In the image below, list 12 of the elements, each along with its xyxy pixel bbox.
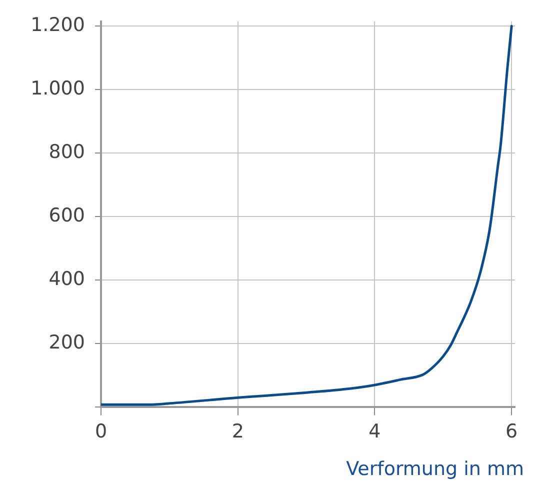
x-tick-label: 4 [368, 420, 381, 443]
y-tick-label: 1.200 [30, 14, 85, 36]
y-tick-label: 600 [48, 204, 85, 227]
y-tick-label: 400 [48, 268, 85, 290]
y-tick-label: 800 [48, 141, 85, 164]
line-series [101, 24, 513, 406]
x-tick-label: 0 [94, 420, 108, 443]
x-tick-label: 6 [506, 420, 518, 443]
x-axis-title: Verformung in mm [346, 458, 524, 480]
y-tick-label: 200 [48, 332, 85, 354]
x-tick-label: 2 [232, 420, 244, 443]
y-tick-label: 1.000 [30, 78, 85, 100]
